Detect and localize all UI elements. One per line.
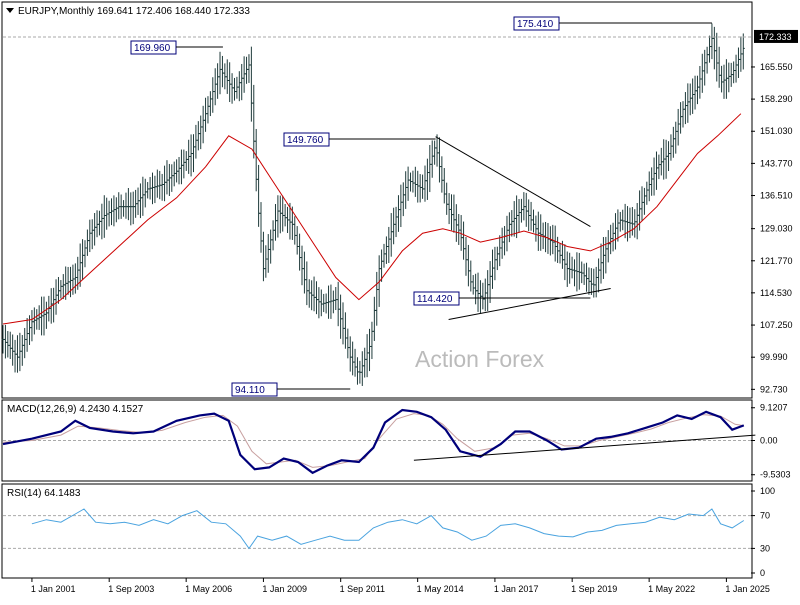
- rsi-axis-tick: 0: [760, 568, 765, 578]
- x-axis-tick: 1 Jan 2001: [31, 584, 76, 594]
- price-layer: 169.960 94.110 149.760 114.420 175.410: [1, 16, 751, 397]
- price-axis-tick: 121.770: [760, 256, 793, 266]
- rsi-layer: [3, 508, 751, 550]
- price-annotation-label: 94.110: [235, 385, 265, 396]
- price-axis-tick: 151.030: [760, 126, 793, 136]
- price-axis-tick: 99.990: [760, 352, 788, 362]
- price-axis-tick: 165.550: [760, 62, 793, 72]
- axes-layer: 172.333 165.550 158.290 151.030 143.770 136.5…: [31, 29, 798, 594]
- price-axis-tick: 92.730: [760, 384, 788, 394]
- price-axis-tick: 136.510: [760, 191, 793, 201]
- rsi-axis-tick: 30: [760, 543, 770, 553]
- x-axis-tick: 1 Sep 2003: [108, 584, 154, 594]
- x-axis-tick: 1 Jan 2009: [262, 584, 307, 594]
- price-panel-frame: [1, 1, 753, 399]
- price-trendline: [435, 136, 591, 227]
- x-axis-tick: 1 Sep 2011: [340, 584, 385, 594]
- symbol-label: EURJPY,Monthly: [18, 6, 94, 17]
- x-axis-tick: 1 May 2014: [417, 584, 464, 594]
- current-price-tag: [754, 29, 798, 43]
- macd-axis-tick: 9.1207: [760, 403, 788, 413]
- price-axis-tick: 158.290: [760, 94, 793, 104]
- rsi-line: [31, 508, 745, 550]
- price-axis-tick: 143.770: [760, 158, 793, 168]
- price-axis-tick: 114.530: [760, 288, 792, 298]
- rsi-axis-tick: 70: [760, 511, 770, 521]
- moving-average-line: [2, 113, 742, 325]
- x-axis-tick: 1 Jan 2017: [494, 584, 539, 594]
- rsi-title: RSI(14) 64.1483: [7, 488, 81, 499]
- price-annotation-label: 169.960: [134, 43, 171, 54]
- watermark: Action Forex: [415, 346, 545, 372]
- x-axis-tick: 1 Jan 2025: [725, 584, 770, 594]
- price-axis-tick: 129.030: [760, 224, 793, 234]
- macd-signal-line: [2, 413, 744, 468]
- macd-main-line: [2, 408, 745, 475]
- price-axis-tick: 107.250: [760, 320, 793, 330]
- price-annotation-label: 114.420: [417, 294, 453, 305]
- price-axis-tick: 172.333: [759, 32, 792, 42]
- price-annotation-label: 149.760: [287, 135, 324, 146]
- macd-axis-tick: -9.5303: [760, 470, 791, 480]
- price-trendline: [448, 288, 611, 321]
- rsi-panel-frame: [1, 483, 753, 579]
- macd-title: MACD(12,26,9) 4.2430 4.1527: [7, 404, 144, 415]
- ohlc-label: 169.641 172.406 168.440 172.333: [97, 6, 250, 17]
- x-axis-tick: 1 May 2006: [185, 584, 232, 594]
- macd-trendline: [413, 434, 756, 461]
- macd-axis-tick: 0.00: [760, 436, 778, 446]
- menu-triangle-icon[interactable]: [6, 8, 14, 13]
- x-axis-tick: 1 Sep 2019: [571, 584, 617, 594]
- rsi-axis-tick: 100: [760, 486, 775, 496]
- x-axis-tick: 1 May 2022: [648, 584, 695, 594]
- price-annotation-label: 175.410: [517, 19, 554, 30]
- macd-layer: [2, 408, 756, 475]
